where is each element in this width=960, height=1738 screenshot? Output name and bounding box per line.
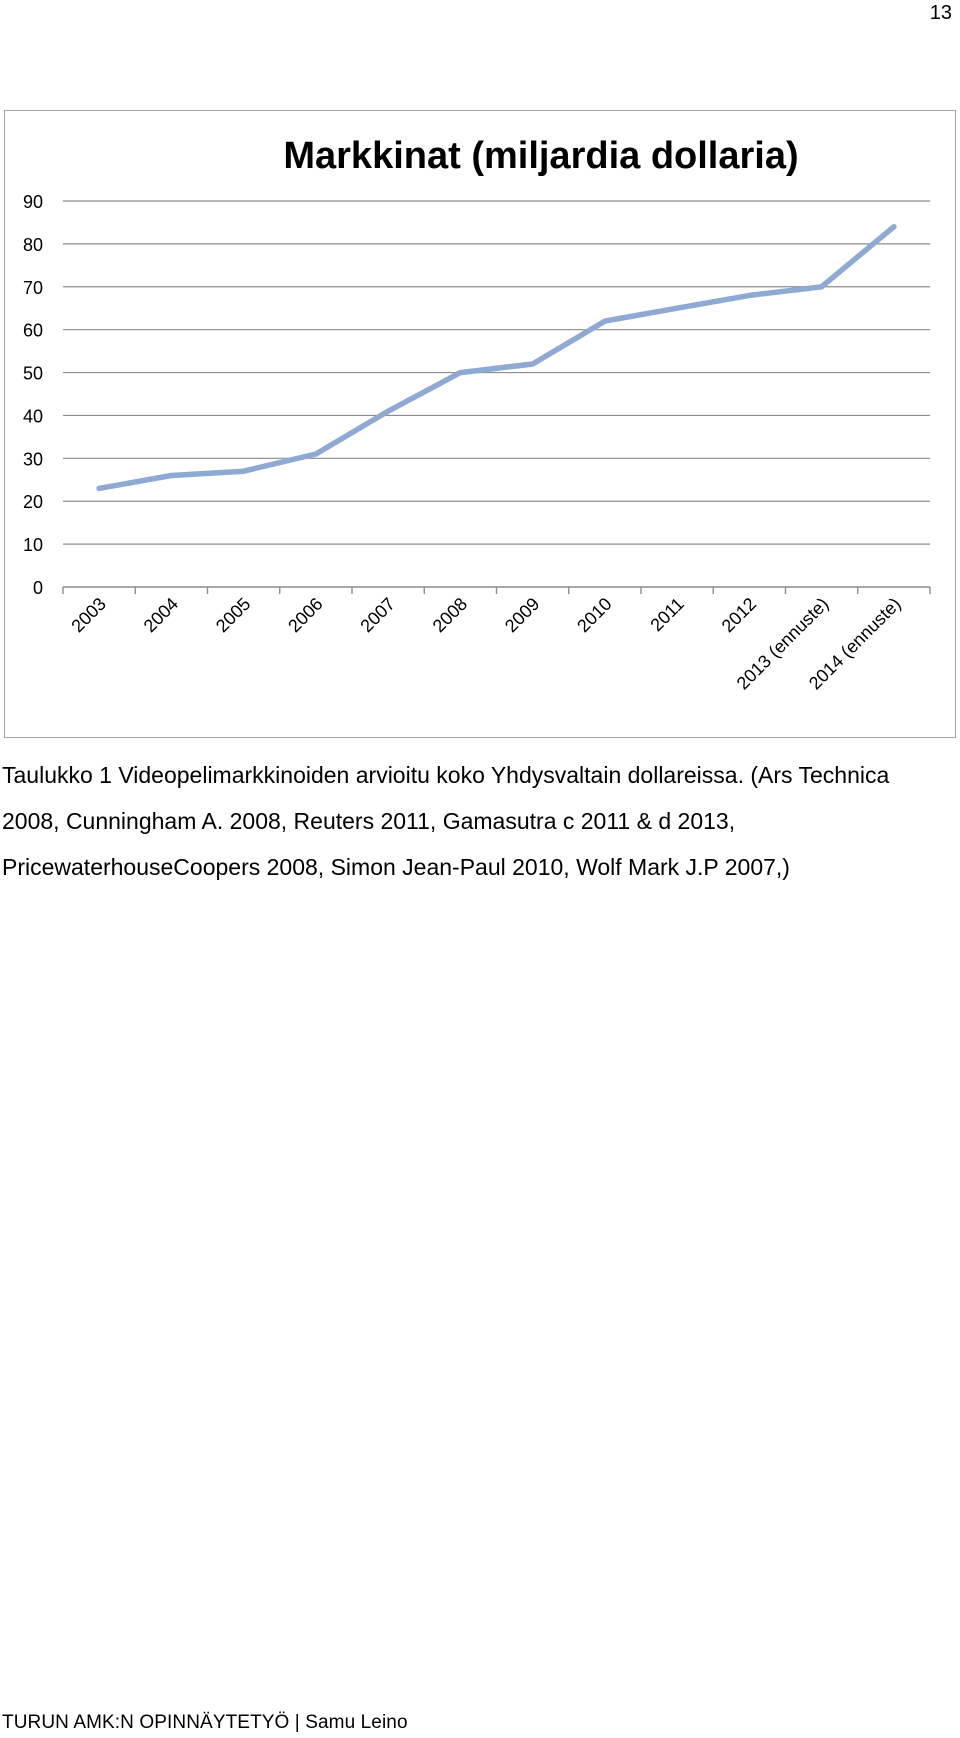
page-footer: TURUN AMK:N OPINNÄYTETYÖ | Samu Leino bbox=[2, 1712, 408, 1733]
data-point bbox=[530, 361, 536, 367]
data-point bbox=[241, 468, 247, 474]
x-tick-label: 2006 bbox=[284, 594, 326, 636]
series-layer bbox=[96, 223, 897, 492]
line-chart: Markkinat (miljardia dollaria) 0 10 20 30 40… bbox=[23, 135, 931, 694]
data-point bbox=[891, 224, 897, 230]
x-tick-label: 2003 bbox=[67, 594, 109, 636]
x-tick-label: 2004 bbox=[140, 594, 182, 636]
gridlines bbox=[63, 200, 930, 545]
y-tick-label: 70 bbox=[23, 278, 43, 298]
y-tick-label: 80 bbox=[23, 235, 43, 255]
data-point bbox=[746, 292, 752, 298]
chart-frame: Markkinat (miljardia dollaria) 0 10 20 30 40… bbox=[4, 110, 956, 738]
y-tick-label: 10 bbox=[23, 535, 43, 555]
x-axis bbox=[62, 586, 931, 594]
figure-caption: Taulukko 1 Videopelimarkkinoiden arvioit… bbox=[2, 762, 890, 880]
y-axis-ticks: 0 10 20 30 40 50 60 70 80 90 bbox=[23, 192, 43, 598]
data-point bbox=[819, 284, 825, 290]
x-tick-label: 2010 bbox=[573, 594, 615, 636]
y-tick-label: 60 bbox=[23, 321, 43, 341]
page-number: 13 bbox=[929, 2, 952, 24]
data-point bbox=[96, 485, 102, 491]
y-tick-label: 90 bbox=[23, 192, 43, 212]
y-tick-label: 30 bbox=[23, 449, 43, 469]
data-point bbox=[385, 408, 391, 414]
y-tick-label: 0 bbox=[33, 578, 43, 598]
data-point bbox=[457, 370, 463, 376]
chart-title: Markkinat (miljardia dollaria) bbox=[283, 135, 798, 177]
series-line bbox=[96, 223, 897, 492]
x-tick-label: 2011 bbox=[646, 594, 688, 636]
y-tick-label: 50 bbox=[23, 364, 43, 384]
x-axis-ticks: 2003 2004 2005 2006 2007 2008 2009 2010 2011 2012… bbox=[67, 594, 904, 694]
x-tick-label: 2005 bbox=[212, 594, 254, 636]
data-point bbox=[168, 472, 174, 478]
x-tick-label: 2008 bbox=[429, 594, 471, 636]
x-tick-label: 2012 bbox=[718, 594, 760, 636]
y-tick-label: 20 bbox=[23, 492, 43, 512]
x-tick-label: 2007 bbox=[356, 594, 398, 636]
x-tick-label: 2009 bbox=[501, 594, 543, 636]
data-point bbox=[674, 305, 680, 311]
y-tick-label: 40 bbox=[23, 406, 43, 426]
data-point bbox=[602, 318, 608, 324]
data-point bbox=[313, 451, 319, 457]
